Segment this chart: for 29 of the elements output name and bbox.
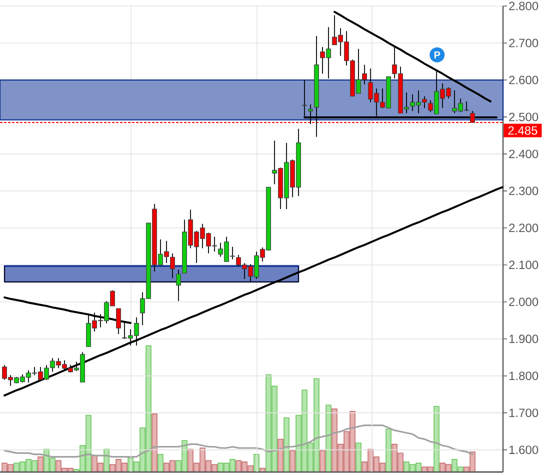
annotation: P bbox=[434, 51, 440, 58]
bar bbox=[326, 404, 332, 472]
bar bbox=[434, 406, 440, 472]
bar bbox=[356, 442, 362, 472]
bar bbox=[284, 417, 290, 472]
y-tick-label: 2.600 bbox=[509, 76, 538, 84]
candlestick bbox=[170, 252, 175, 279]
y-tick-label: 1.900 bbox=[509, 334, 538, 344]
bar bbox=[386, 428, 392, 472]
ref-line-label: 2.485 bbox=[508, 126, 538, 135]
y-tick-label: 2.000 bbox=[509, 298, 538, 306]
bar bbox=[320, 450, 326, 472]
y-tick-label: 1.800 bbox=[509, 372, 538, 380]
y-tick-label: 1.600 bbox=[509, 446, 538, 454]
bar bbox=[278, 438, 284, 472]
y-tick-label: 2.300 bbox=[509, 186, 538, 196]
y-tick-label: 2.200 bbox=[509, 224, 538, 232]
y-tick-label: 2.800 bbox=[509, 2, 538, 10]
y-tick-label: 2.500 bbox=[509, 112, 538, 122]
bar bbox=[152, 414, 158, 472]
bar bbox=[158, 454, 164, 472]
bar bbox=[290, 450, 296, 472]
y-tick-label: 2.100 bbox=[509, 260, 538, 270]
candlestick bbox=[176, 269, 181, 302]
y-tick-label: 1.700 bbox=[509, 408, 538, 418]
y-tick-label: 2.700 bbox=[509, 38, 538, 48]
bar bbox=[38, 456, 44, 472]
y-tick-label: 2.400 bbox=[509, 150, 538, 158]
bar bbox=[104, 448, 110, 472]
